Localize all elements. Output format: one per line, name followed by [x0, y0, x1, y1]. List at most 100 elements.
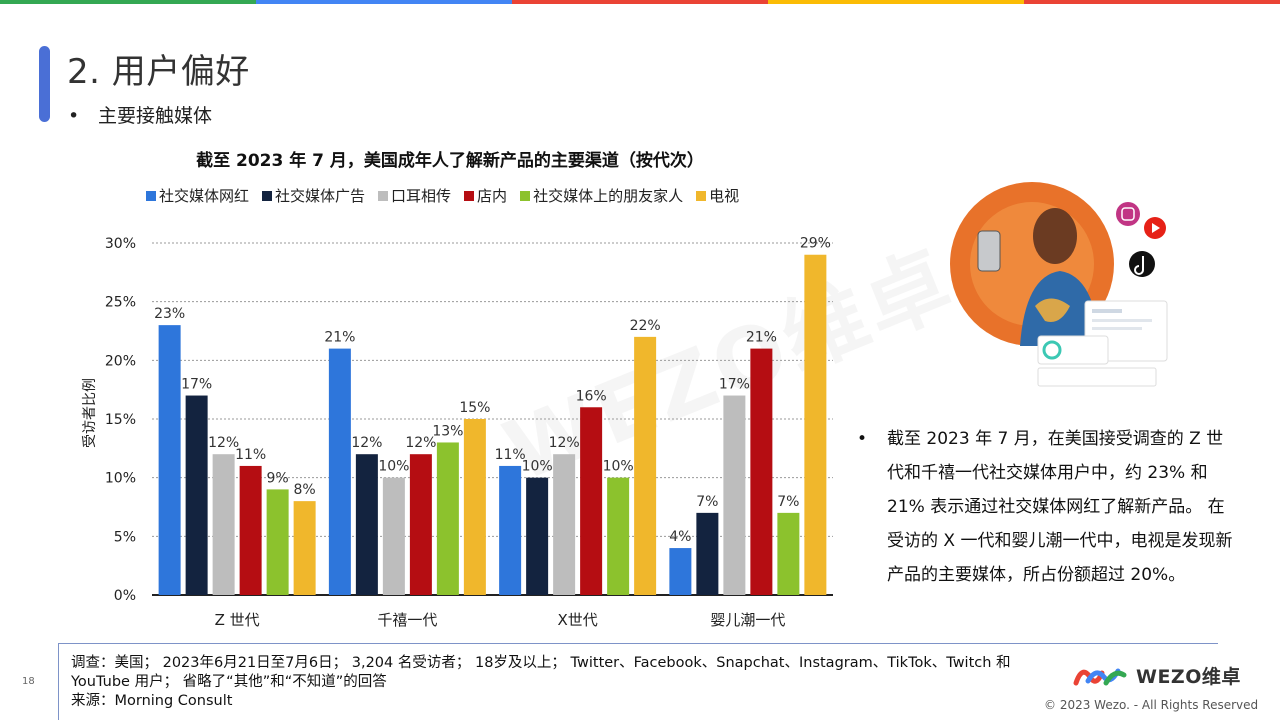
- subtitle-bullet: • 主要接触媒体: [68, 101, 212, 128]
- x-tick-label: 千禧一代: [377, 611, 437, 629]
- legend-label: 社交媒体网红: [159, 187, 250, 205]
- youtube-play-glyph: [1152, 223, 1160, 233]
- tiktok-glyph: [1134, 256, 1144, 275]
- topbar-segment: [512, 0, 768, 4]
- bar: [239, 465, 262, 595]
- dashboard-line: [1092, 309, 1122, 313]
- legend-label: 电视: [709, 187, 740, 205]
- progress-ring-icon: [1042, 340, 1062, 360]
- data-label: 8%: [294, 482, 316, 498]
- legend-label: 社交媒体广告: [275, 187, 366, 205]
- bar: [696, 512, 719, 595]
- legend-item: 电视: [696, 185, 739, 206]
- insight-text: 截至 2023 年 7 月，在美国接受调查的 Z 世代和千禧一代社交媒体用户中，…: [887, 429, 1233, 585]
- data-label: 21%: [746, 330, 777, 346]
- bar: [436, 442, 459, 595]
- insight-note: • 截至 2023 年 7 月，在美国接受调查的 Z 世代和千禧一代社交媒体用户…: [857, 422, 1237, 592]
- legend-label: 社交媒体上的朋友家人: [533, 187, 684, 205]
- phone-icon: [977, 230, 1001, 272]
- bar: [355, 454, 378, 595]
- data-label: 4%: [669, 529, 691, 545]
- title-accent-bar: [39, 46, 50, 122]
- x-tick-label: 婴儿潮一代: [710, 611, 785, 629]
- x-tick-label: Z 世代: [215, 611, 260, 629]
- instagram-glyph: [1121, 207, 1135, 221]
- bar: [328, 348, 351, 595]
- data-label: 12%: [549, 435, 580, 451]
- bar: [463, 419, 486, 595]
- legend-swatch: [520, 190, 531, 201]
- y-tick-label: 20%: [105, 353, 136, 369]
- chart-legend: 社交媒体网红 社交媒体广告 口耳相传 店内 社交媒体上的朋友家人 电视: [146, 185, 739, 206]
- y-axis-label: 受访者比例: [82, 378, 98, 448]
- page-number: 18: [22, 676, 35, 687]
- bar: [553, 454, 576, 595]
- bar: [185, 395, 208, 595]
- y-tick-label: 25%: [105, 295, 136, 311]
- footer-divider: [58, 643, 1218, 644]
- data-label: 12%: [351, 435, 382, 451]
- data-label: 15%: [459, 400, 490, 416]
- page-title: 2. 用户偏好: [67, 52, 250, 92]
- bar: [580, 407, 603, 595]
- bar: [293, 501, 316, 595]
- bar: [723, 395, 746, 595]
- legend-item: 社交媒体上的朋友家人: [520, 185, 683, 206]
- bar: [526, 477, 549, 595]
- topbar-segment: [768, 0, 1024, 4]
- data-label: 7%: [696, 494, 718, 510]
- legend-item: 店内: [464, 185, 507, 206]
- data-label: 7%: [777, 494, 799, 510]
- data-label: 12%: [208, 435, 239, 451]
- bar: [499, 465, 522, 595]
- metrics-strip: [1037, 367, 1157, 387]
- data-label: 22%: [630, 318, 661, 334]
- legend-swatch: [262, 190, 273, 201]
- bar: [804, 254, 827, 595]
- data-label: 13%: [432, 423, 463, 439]
- bar: [158, 325, 181, 595]
- bar-chart: 0%5%10%15%20%25%30%受访者比例23%17%12%11%9%8%…: [82, 236, 833, 629]
- bar: [266, 489, 289, 595]
- legend-label: 店内: [477, 187, 508, 205]
- instagram-icon: [1116, 202, 1140, 226]
- bullet-dot: •: [68, 105, 80, 127]
- footer-vertical-divider: [58, 643, 59, 720]
- stats-card: [1037, 335, 1109, 365]
- data-label: 17%: [181, 377, 212, 393]
- bar: [409, 454, 432, 595]
- bar: [750, 348, 773, 595]
- y-tick-label: 5%: [114, 529, 136, 545]
- legend-label: 口耳相传: [391, 187, 452, 205]
- person-pattern: [1035, 298, 1070, 322]
- footer-notes: 调查：美国； 2023年6月21日至7月6日； 3,204 名受访者； 18岁及…: [71, 654, 1061, 711]
- survey-note: 调查：美国； 2023年6月21日至7月6日； 3,204 名受访者； 18岁及…: [71, 655, 1011, 690]
- data-label: 11%: [495, 447, 526, 463]
- data-label: 9%: [267, 470, 289, 486]
- logo-text: WEZO维卓: [1136, 666, 1241, 688]
- bar: [777, 512, 800, 595]
- data-label: 10%: [603, 459, 634, 475]
- legend-swatch: [378, 190, 389, 201]
- y-tick-label: 10%: [105, 471, 136, 487]
- influencer-photo: [950, 182, 1168, 387]
- data-label: 16%: [576, 388, 607, 404]
- data-label: 29%: [800, 236, 831, 252]
- legend-item: 社交媒体网红: [146, 185, 249, 206]
- y-tick-label: 0%: [114, 588, 136, 604]
- x-tick-label: X世代: [557, 611, 597, 629]
- data-label: 12%: [405, 435, 436, 451]
- legend-item: 社交媒体广告: [262, 185, 365, 206]
- source-note: 来源：Morning Consult: [71, 693, 233, 709]
- bar: [212, 454, 235, 595]
- topbar-segment: [256, 0, 512, 4]
- data-label: 17%: [719, 377, 750, 393]
- legend-swatch: [146, 190, 156, 201]
- chart-title: 截至 2023 年 7 月，美国成年人了解新产品的主要渠道（按代次）: [196, 151, 704, 171]
- y-tick-label: 15%: [105, 412, 136, 428]
- data-label: 21%: [324, 330, 355, 346]
- legend-swatch: [696, 190, 707, 201]
- legend-swatch: [464, 190, 475, 201]
- wezo-logo: WEZO维卓: [1072, 662, 1241, 689]
- wezo-logo-mark-icon: [1073, 668, 1127, 685]
